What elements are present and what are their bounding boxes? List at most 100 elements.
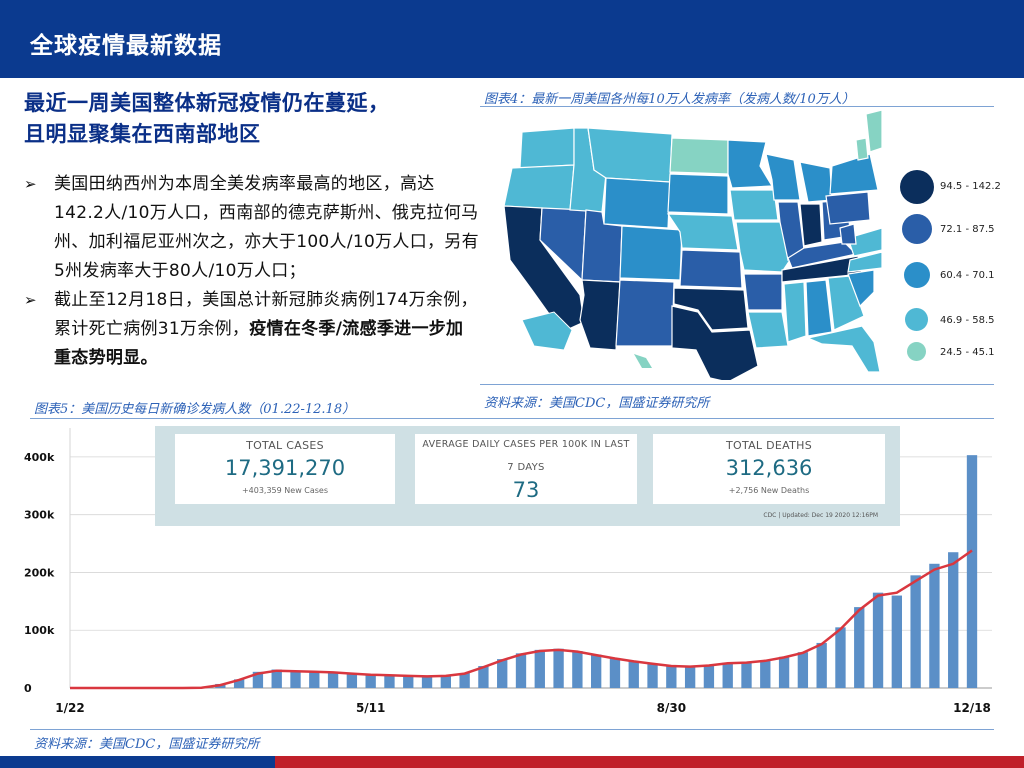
map-state-wa bbox=[519, 127, 575, 169]
new-deaths-text: +2,756 New Deaths bbox=[728, 486, 810, 495]
total-deaths-card: TOTAL DEATHS 312,636 +2,756 New Deaths bbox=[653, 434, 885, 504]
bar bbox=[553, 648, 564, 688]
headline-line-2: 且明显聚集在西南部地区 bbox=[24, 122, 261, 146]
average-daily-label-2: 7 DAYS bbox=[507, 462, 545, 473]
map-state-nc bbox=[847, 251, 882, 273]
map-state-ks bbox=[679, 249, 743, 289]
bar bbox=[891, 595, 903, 688]
map-state-ga bbox=[827, 275, 865, 331]
divider bbox=[480, 106, 994, 107]
y-tick-label: 400k bbox=[24, 451, 55, 464]
bar bbox=[403, 675, 414, 688]
bar bbox=[590, 654, 602, 688]
map-state-sc bbox=[847, 269, 875, 308]
map-state-wy bbox=[603, 177, 671, 229]
bar bbox=[478, 666, 489, 688]
map-state-ok bbox=[673, 287, 749, 331]
legend-swatch bbox=[902, 214, 932, 244]
y-tick-label: 200k bbox=[24, 566, 55, 579]
headline: 最近一周美国整体新冠疫情仍在蔓延， 且明显聚集在西南部地区 bbox=[24, 88, 464, 150]
bar bbox=[233, 679, 245, 688]
bar bbox=[327, 671, 339, 688]
cdc-update-note: CDC | Updated: Dec 19 2020 12:16PM bbox=[763, 512, 878, 519]
map-state-la bbox=[747, 311, 789, 349]
divider bbox=[30, 729, 994, 730]
arrow-bullet-icon: ➢ bbox=[24, 291, 37, 309]
map-state-wv bbox=[839, 223, 857, 245]
bar bbox=[421, 676, 433, 688]
average-daily-label: AVERAGE DAILY CASES PER 100K IN LAST bbox=[422, 439, 630, 450]
bullet-item: ➢ 截止至12月18日，美国总计新冠肺炎病例174万余例，累计死亡病例31万余例… bbox=[24, 286, 479, 373]
figure4-title: 图表4：最新一周美国各州每10万人发病率（发病人数/10万人） bbox=[484, 92, 855, 107]
bar bbox=[365, 674, 376, 688]
bar bbox=[929, 563, 940, 688]
legend-swatch bbox=[907, 342, 926, 361]
bar bbox=[760, 660, 771, 688]
bar bbox=[647, 663, 658, 688]
bar bbox=[515, 653, 527, 688]
arrow-bullet-icon: ➢ bbox=[24, 175, 37, 193]
bar bbox=[309, 671, 320, 688]
legend-label: 46.9 - 58.5 bbox=[940, 315, 995, 326]
map-state-ne bbox=[666, 213, 739, 251]
map-state-or bbox=[503, 164, 575, 211]
divider bbox=[30, 418, 994, 419]
map-state-tx bbox=[671, 305, 759, 380]
new-cases-text: +403,359 New Cases bbox=[241, 486, 329, 495]
bar bbox=[459, 672, 470, 688]
bar bbox=[797, 652, 809, 688]
map-state-ky bbox=[787, 241, 858, 269]
bar bbox=[778, 656, 790, 688]
header-bar bbox=[0, 0, 1024, 78]
bar bbox=[816, 642, 827, 688]
bar bbox=[948, 552, 959, 688]
bar bbox=[440, 675, 452, 688]
map-state-ar bbox=[743, 273, 783, 311]
bar bbox=[741, 662, 752, 688]
bar bbox=[966, 455, 978, 688]
map-state-co bbox=[619, 225, 683, 281]
bar bbox=[910, 575, 921, 688]
bar bbox=[628, 661, 639, 688]
bar bbox=[854, 607, 865, 688]
figure5-title: 图表5：美国历史每日新确诊发病人数（01.22-12.18） bbox=[34, 402, 356, 417]
divider bbox=[480, 384, 994, 385]
bar bbox=[684, 667, 696, 688]
map-state-nm bbox=[615, 279, 675, 347]
bar bbox=[722, 662, 733, 688]
moving-average-line bbox=[70, 549, 973, 690]
bar bbox=[872, 592, 884, 688]
bullet-text: 美国田纳西州为本周全美发病率最高的地区，高达142.2人/10万人口，西南部的德… bbox=[54, 174, 479, 281]
figure4-source: 资料来源：美国CDC，国盛证券研究所 bbox=[484, 396, 710, 411]
bar bbox=[534, 649, 545, 688]
total-deaths-value: 312,636 bbox=[725, 456, 813, 480]
y-tick-label: 0 bbox=[24, 682, 32, 695]
us-map bbox=[503, 110, 882, 380]
map-state-nd bbox=[669, 137, 729, 175]
map-state-az bbox=[579, 279, 621, 351]
total-cases-value: 17,391,270 bbox=[224, 456, 346, 480]
bar bbox=[252, 671, 264, 688]
bullet-item: ➢ 美国田纳西州为本周全美发病率最高的地区，高达142.2人/10万人口，西南部… bbox=[24, 170, 479, 286]
map-state-vt bbox=[855, 137, 869, 161]
page-title: 全球疫情最新数据 bbox=[30, 33, 222, 59]
legend-label: 72.1 - 87.5 bbox=[940, 224, 995, 235]
bar bbox=[835, 627, 846, 688]
daily-cases-chart: 0 100k 200k 300k 400k 1/22 5/11 8/30 12/18 bbox=[24, 428, 992, 715]
x-tick-label: 1/22 bbox=[55, 701, 84, 715]
bullet-bold-text: 疫情在冬季/流感季进一步加重态势明显。 bbox=[54, 319, 464, 368]
average-daily-value: 73 bbox=[512, 478, 540, 502]
average-daily-card: AVERAGE DAILY CASES PER 100K IN LAST 7 D… bbox=[415, 434, 637, 504]
bar bbox=[384, 675, 395, 688]
bullet-list: ➢ 美国田纳西州为本周全美发病率最高的地区，高达142.2人/10万人口，西南部… bbox=[24, 170, 479, 373]
bar bbox=[666, 666, 677, 688]
total-cases-card: TOTAL CASES 17,391,270 +403,359 New Case… bbox=[175, 434, 395, 504]
stats-panel: TOTAL CASES 17,391,270 +403,359 New Case… bbox=[155, 426, 900, 526]
map-state-ia bbox=[729, 189, 779, 221]
headline-line-1: 最近一周美国整体新冠疫情仍在蔓延， bbox=[24, 91, 390, 115]
total-cases-label: TOTAL CASES bbox=[246, 439, 324, 452]
bar bbox=[609, 657, 621, 688]
figure5-source: 资料来源：美国CDC，国盛证券研究所 bbox=[34, 737, 260, 752]
map-state-mn bbox=[727, 139, 774, 189]
map-state-wi bbox=[765, 153, 801, 201]
